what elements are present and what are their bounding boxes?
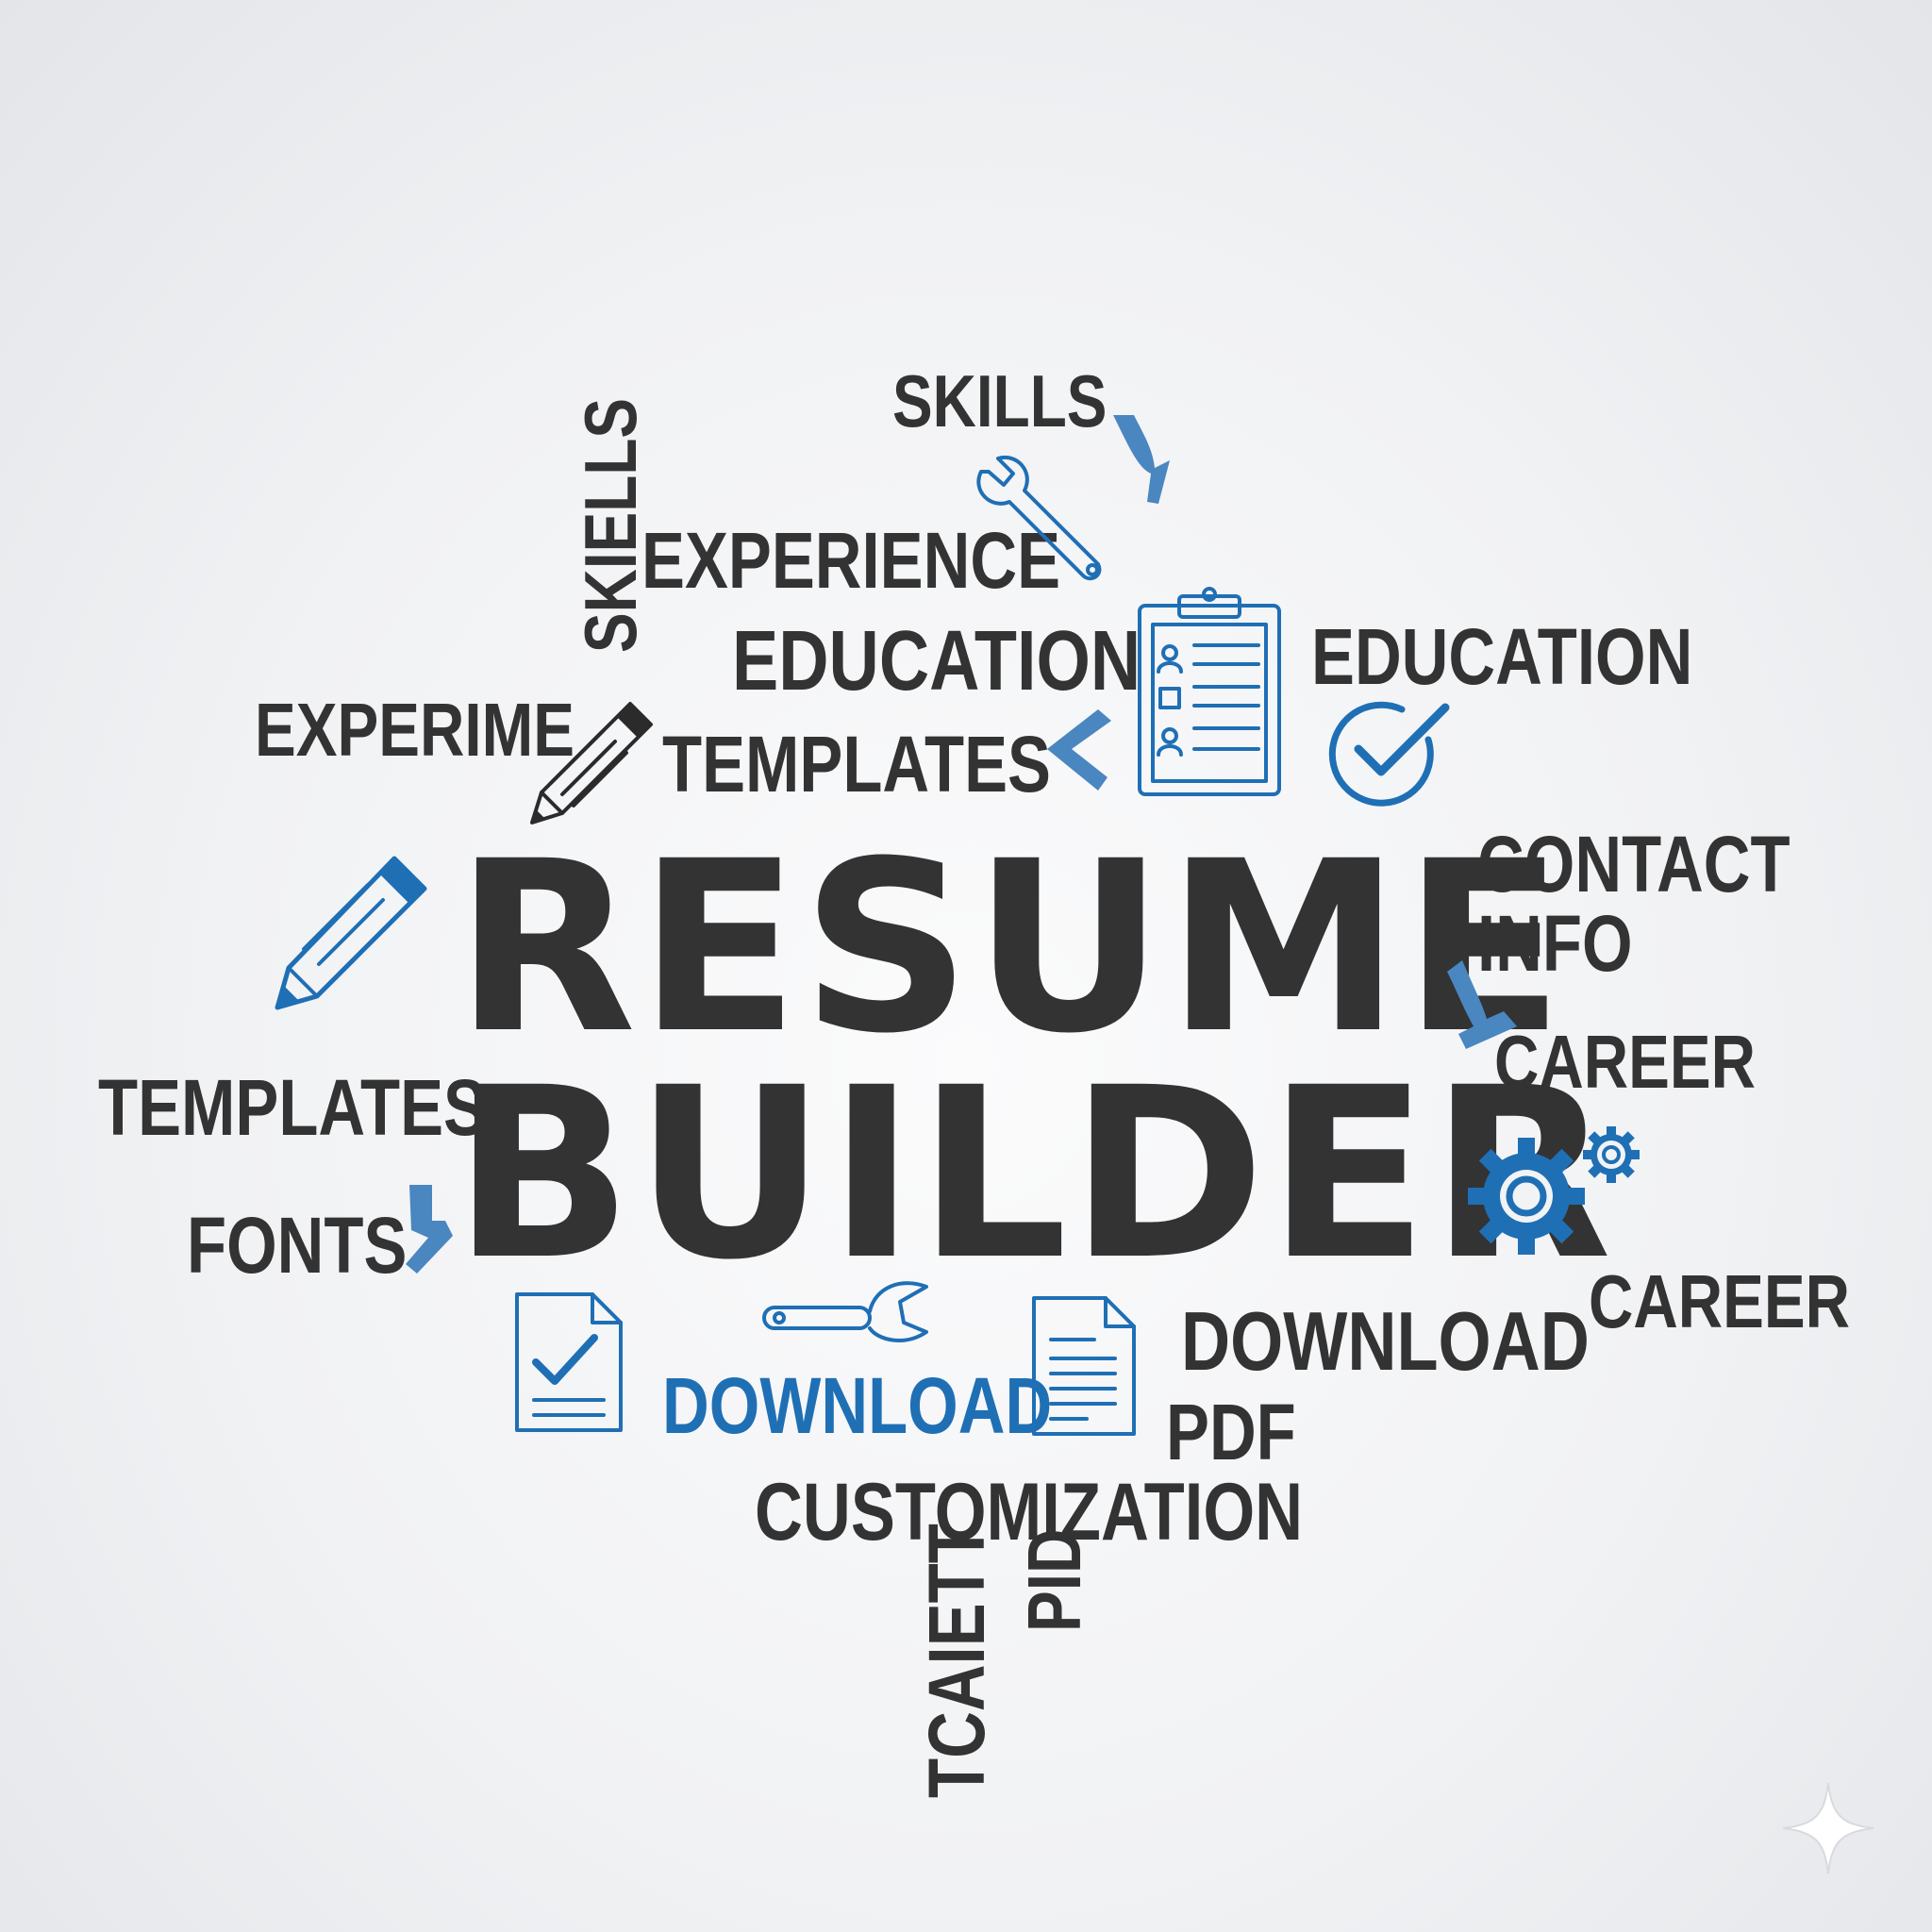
- word-skiells-vertical: SKIELLS: [569, 397, 652, 653]
- word-skills-top: SKILLS: [892, 359, 1108, 442]
- word-education-mid: EDUCATION: [732, 614, 1141, 708]
- headline-builder: BUILDER: [453, 1037, 1614, 1311]
- word-info: INFO: [1477, 899, 1633, 988]
- wrench-icon: [762, 1281, 928, 1342]
- word-templates-left: TEMPLATES: [98, 1063, 488, 1152]
- chevron-icon: [1447, 960, 1517, 1049]
- check-circle-icon: [1328, 701, 1450, 807]
- wrench-icon: [976, 455, 1102, 581]
- headline-resume: RESUME: [455, 810, 1566, 1085]
- word-pdf: PDF: [1166, 1388, 1296, 1476]
- word-templates-mid: TEMPLATES: [662, 720, 1052, 808]
- word-tcaiett-vertical: TCAIETT: [912, 1524, 1001, 1798]
- word-fonts: FONTS: [187, 1201, 408, 1290]
- document-lines-icon: [1032, 1296, 1136, 1436]
- clipboard-icon: [1138, 587, 1281, 796]
- word-education-right: EDUCATION: [1311, 612, 1693, 701]
- word-pid-vertical: PID: [1012, 1528, 1096, 1632]
- word-contact: CONTACT: [1477, 820, 1790, 908]
- word-download-dark: DOWNLOAD: [1181, 1294, 1590, 1388]
- word-experience: EXPERIENCE: [641, 516, 1061, 605]
- chevron-icon: [1047, 709, 1111, 791]
- word-experime: EXPERIME: [255, 688, 575, 772]
- pencil-icon: [275, 856, 427, 1010]
- word-career-1: CAREER: [1494, 1020, 1757, 1104]
- sparkle-icon: [1782, 1782, 1874, 1874]
- word-customization: CUSTOMIZATION: [755, 1467, 1304, 1557]
- chevron-icon: [1113, 415, 1170, 504]
- word-career-2: CAREER: [1589, 1259, 1851, 1343]
- word-download-blue: DOWNLOAD: [662, 1361, 1053, 1450]
- pencil-icon: [530, 702, 653, 824]
- document-check-icon: [515, 1292, 623, 1432]
- gear-icon: [1468, 1126, 1640, 1255]
- chevron-icon: [406, 1185, 453, 1274]
